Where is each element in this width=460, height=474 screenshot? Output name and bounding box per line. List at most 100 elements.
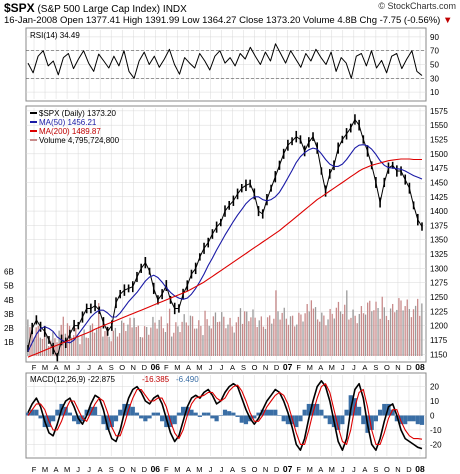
rsi-tick-label: 10: [430, 88, 439, 97]
volume-bar: [387, 320, 390, 356]
x-tick-label: M: [64, 465, 70, 474]
volume-bar: [239, 308, 242, 356]
rsi-line: [27, 43, 423, 79]
macd-histogram-bar: [193, 412, 198, 416]
volume-bar: [196, 328, 198, 356]
x-tick-label: D: [406, 363, 412, 372]
price-tick-label: 1175: [430, 336, 448, 345]
price-tick-label: 1200: [430, 322, 448, 331]
macd-line: [27, 379, 423, 452]
volume-bar: [62, 316, 64, 356]
x-tick-label: S: [373, 363, 378, 372]
volume-bar: [235, 322, 237, 356]
volume-bar: [98, 303, 100, 356]
volume-bar: [125, 331, 127, 356]
price-tick-label: 1475: [430, 164, 448, 173]
macd-histogram-bar: [403, 415, 408, 425]
volume-bar: [116, 336, 119, 356]
chg-value: -7.75 (-0.56%): [379, 15, 441, 26]
close-label: Close: [239, 15, 264, 26]
macd-histogram-bar: [319, 409, 324, 416]
volume-bar: [100, 326, 102, 356]
volume-bar: [366, 302, 369, 356]
macd-histogram-bar: [357, 406, 362, 416]
price-tick-label: 1150: [430, 350, 448, 359]
volume-bar: [173, 332, 175, 356]
volume-bar: [54, 338, 56, 356]
volume-bar: [400, 300, 402, 356]
x-tick-label: J: [341, 465, 345, 474]
volume-bar: [139, 337, 142, 356]
volume-bar: [45, 335, 48, 356]
volume-bar: [231, 326, 233, 356]
volume-bar: [398, 298, 400, 356]
volume-bar: [102, 336, 104, 356]
macd-histogram-bar: [38, 415, 43, 419]
volume-bar: [275, 290, 277, 356]
volume-bar: [414, 305, 417, 356]
macd-histogram-bar: [390, 409, 395, 416]
macd-histogram-bar: [172, 415, 177, 425]
macd-histogram-bar: [269, 409, 274, 416]
x-tick-label: J: [352, 363, 356, 372]
symbol: $SPX: [4, 1, 35, 15]
volume-bar: [312, 308, 315, 356]
volume-bar: [325, 325, 327, 356]
x-tick-label: O: [119, 465, 125, 474]
price-line: [27, 119, 423, 358]
open-label: Open: [60, 15, 84, 26]
x-tick-label: M: [307, 363, 313, 372]
volume-bar: [308, 311, 310, 356]
macd-histogram-bar: [415, 415, 420, 425]
volume-tick-label: 3B: [4, 310, 14, 319]
volume-bar: [406, 299, 408, 356]
price-tick-label: 1300: [430, 264, 448, 273]
x-tick-label: S: [241, 363, 246, 372]
volume-bar: [319, 321, 321, 356]
macd-histogram-bar: [84, 409, 89, 416]
volume-bar: [70, 337, 73, 356]
volume-bar: [121, 320, 123, 356]
volume-bar: [358, 313, 360, 356]
x-tick-label: M: [196, 465, 202, 474]
volume-bar: [281, 312, 283, 356]
price-tick-label: 1250: [430, 293, 448, 302]
volume-bar: [123, 322, 125, 356]
volume-bar: [364, 314, 367, 356]
volume-bar: [37, 325, 39, 356]
x-tick-label: J: [220, 465, 224, 474]
x-tick-label: M: [307, 465, 313, 474]
chg-label: Chg: [359, 15, 377, 26]
volume-bar: [146, 326, 148, 356]
x-tick-label: F: [164, 363, 169, 372]
exchange: INDX: [162, 4, 187, 15]
volume-bar: [352, 309, 354, 356]
price-tick-label: 1275: [430, 279, 448, 288]
x-tick-label: M: [329, 363, 335, 372]
x-tick-label: 08: [415, 362, 425, 372]
macd-histogram-bar: [51, 415, 56, 422]
volume-bar: [214, 312, 217, 356]
volume-bar: [362, 313, 365, 356]
macd-histogram-bar: [306, 403, 311, 416]
x-tick-label: M: [174, 465, 180, 474]
volume-bar: [404, 306, 406, 356]
volume-bar: [298, 312, 300, 356]
volume-bar: [171, 336, 173, 356]
macd-histogram-bar: [336, 415, 341, 430]
volume-bar: [252, 309, 254, 356]
volume-bar: [335, 307, 338, 356]
x-tick-label: 06: [151, 362, 161, 372]
x-tick-label: J: [87, 363, 91, 372]
volume-bar: [81, 335, 83, 356]
macd-histogram-bar: [281, 415, 286, 422]
macd-histogram-bar: [67, 412, 73, 416]
volume-bar: [160, 316, 162, 356]
volume-bar: [77, 336, 79, 356]
x-tick-label: D: [274, 465, 280, 474]
volume-bar: [129, 317, 131, 356]
macd-histogram-bar: [72, 415, 77, 422]
x-tick-label: A: [230, 465, 235, 474]
volume-bar: [354, 315, 356, 356]
volume-bar: [262, 326, 265, 356]
